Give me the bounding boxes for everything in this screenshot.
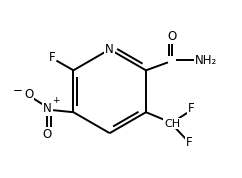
Text: O: O	[167, 30, 177, 43]
Text: NH₂: NH₂	[195, 54, 217, 67]
Text: F: F	[49, 51, 55, 64]
Text: O: O	[24, 88, 33, 101]
Text: N: N	[105, 43, 114, 56]
Text: F: F	[186, 136, 192, 149]
Text: O: O	[43, 128, 52, 141]
Text: F: F	[188, 102, 195, 115]
Text: N: N	[43, 102, 52, 115]
Text: CH: CH	[164, 119, 180, 129]
Text: −: −	[13, 83, 23, 96]
Text: +: +	[52, 96, 60, 105]
